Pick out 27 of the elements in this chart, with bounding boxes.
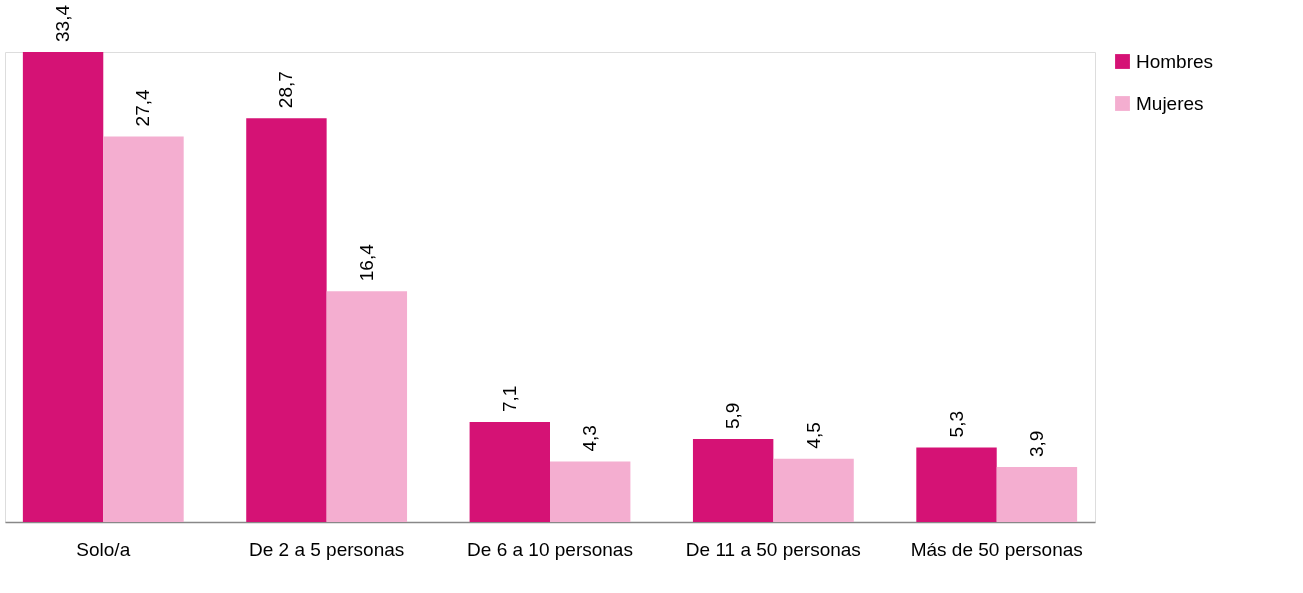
data-label: 7,1	[498, 385, 520, 413]
bar	[916, 447, 997, 522]
data-label: 33,4	[52, 4, 74, 42]
bar	[996, 467, 1078, 522]
data-label: 5,9	[722, 402, 744, 429]
x-tick-label: De 6 a 10 personas	[467, 538, 633, 560]
bar	[326, 291, 408, 522]
bar	[550, 461, 631, 522]
legend-label: Mujeres	[1136, 92, 1204, 114]
data-label: 5,3	[945, 411, 967, 438]
bar	[246, 118, 327, 522]
bar	[469, 422, 550, 522]
x-tick-label: De 11 a 50 personas	[685, 538, 861, 560]
bar	[22, 52, 104, 522]
data-label: 4,5	[802, 422, 824, 449]
bar	[773, 458, 854, 522]
x-tick-label: De 2 a 5 personas	[249, 538, 405, 560]
data-label: 27,4	[132, 89, 154, 127]
data-label: 4,3	[579, 425, 601, 452]
bar	[692, 438, 774, 522]
data-label: 16,4	[355, 243, 377, 282]
legend-label: Hombres	[1136, 50, 1214, 72]
x-tick-label: Solo/a	[76, 538, 131, 560]
x-tick-label: Más de 50 personas	[910, 538, 1083, 560]
bar	[103, 136, 184, 522]
data-label: 3,9	[1025, 430, 1047, 458]
data-label: 28,7	[275, 71, 297, 109]
